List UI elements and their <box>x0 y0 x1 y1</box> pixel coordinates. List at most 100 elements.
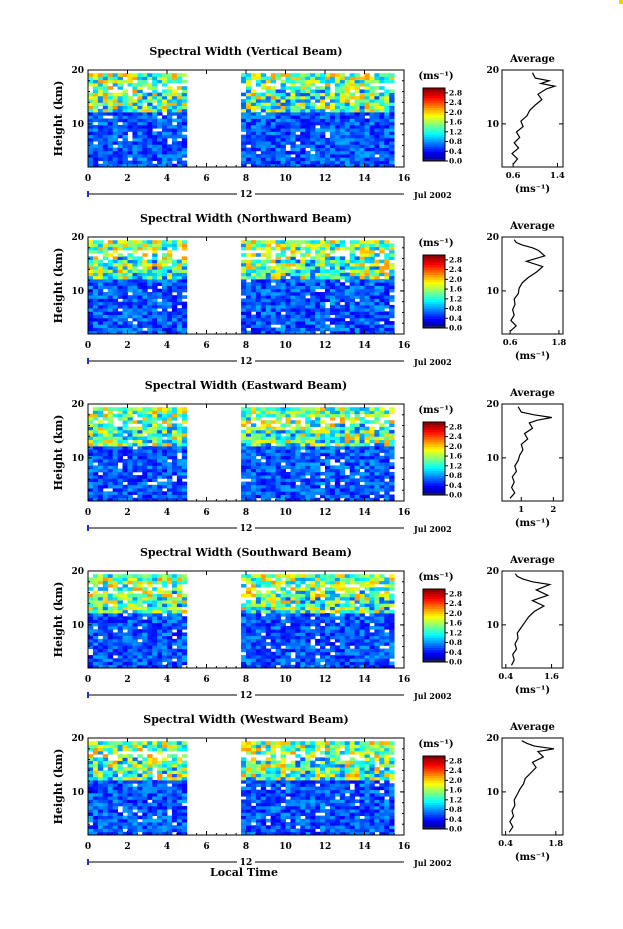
heatmap-cell <box>305 154 311 158</box>
heatmap-cell <box>364 124 370 129</box>
heatmap-cell <box>329 327 336 332</box>
heatmap-cell <box>132 279 138 283</box>
heatmap-cell <box>171 462 178 466</box>
heatmap-cell <box>359 137 365 142</box>
heatmap-cell <box>102 462 109 466</box>
heatmap-cell <box>285 433 291 437</box>
heatmap-cell <box>305 413 311 418</box>
colorbar-segment <box>423 156 445 160</box>
heatmap-cell <box>344 327 351 332</box>
heatmap-cell <box>325 240 331 244</box>
heatmap-cell <box>359 118 365 123</box>
heatmap-cell <box>344 266 351 270</box>
heatmap-cell <box>132 664 138 669</box>
heatmap-cell <box>102 314 109 319</box>
heatmap-cell <box>88 439 94 444</box>
heatmap-cell <box>285 455 291 460</box>
heatmap-cell <box>325 144 331 148</box>
heatmap-cell <box>290 131 296 136</box>
heatmap-cell <box>92 301 99 306</box>
heatmap-cell <box>364 407 370 411</box>
heatmap-cell <box>295 76 301 81</box>
heatmap-cell <box>176 658 183 662</box>
heatmap-cell <box>305 73 311 77</box>
heatmap-cell <box>181 144 188 148</box>
heatmap-cell <box>295 436 301 440</box>
heatmap-cell <box>132 580 138 585</box>
heatmap-cell <box>265 137 272 142</box>
heatmap-cell <box>329 433 336 437</box>
heatmap-cell <box>142 416 148 421</box>
heatmap-cell <box>97 638 104 643</box>
heatmap-cell <box>88 108 94 113</box>
heatmap-cell <box>280 442 286 447</box>
heatmap-cell <box>167 484 173 489</box>
heatmap-cell <box>339 433 346 437</box>
heatmap-cell <box>369 317 375 322</box>
heatmap-cell <box>260 475 267 479</box>
heatmap-cell <box>132 324 138 328</box>
heatmap-cell <box>167 112 173 116</box>
heatmap-cell <box>241 108 247 113</box>
heatmap-cell <box>152 256 158 261</box>
heatmap-cell <box>171 613 178 617</box>
heatmap-cell <box>147 128 153 132</box>
heatmap-cell <box>147 141 153 145</box>
heatmap-cell <box>181 124 188 129</box>
heatmap-cell <box>92 577 99 582</box>
heatmap-cell <box>162 577 168 582</box>
heatmap-cell <box>320 295 326 299</box>
heatmap-cell <box>260 497 267 502</box>
heatmap-cell <box>171 410 178 415</box>
heatmap-cell <box>339 410 346 415</box>
colorbar-segment <box>423 88 445 91</box>
heatmap-cell <box>359 410 365 415</box>
heatmap-cell <box>167 301 173 306</box>
heatmap-cell <box>325 141 331 145</box>
heatmap-cell <box>369 478 375 482</box>
heatmap-cell <box>92 243 99 248</box>
colorbar-segment <box>423 259 445 263</box>
heatmap-cell <box>117 79 123 84</box>
heatmap-cell <box>241 491 247 495</box>
heatmap-cell <box>359 163 365 168</box>
heatmap-cell <box>88 259 94 264</box>
heatmap-cell <box>127 632 133 637</box>
heatmap-cell <box>329 321 336 325</box>
colorbar-segment <box>423 90 445 94</box>
heatmap-cell <box>97 478 104 482</box>
heatmap-cell <box>88 137 94 142</box>
heatmap-cell <box>275 163 281 168</box>
heatmap-cell <box>137 150 143 155</box>
heatmap-cell <box>147 642 153 646</box>
heatmap-cell <box>329 308 336 312</box>
heatmap-cell <box>364 420 370 424</box>
heatmap-cell <box>152 651 158 656</box>
colorbar-tick-label: 2.8 <box>449 255 462 264</box>
heatmap-cell <box>339 112 346 116</box>
heatmap-cell <box>329 436 336 440</box>
heatmap-cell <box>359 423 365 428</box>
heatmap-cell <box>122 92 128 97</box>
heatmap-cell <box>275 160 281 165</box>
heatmap-cell <box>339 291 346 296</box>
heatmap-cell <box>102 272 109 277</box>
heatmap-cell <box>127 311 133 315</box>
heatmap-cell <box>374 99 380 103</box>
heatmap-cell <box>384 494 390 499</box>
heatmap-cell <box>107 413 114 418</box>
heatmap-cell <box>270 275 277 280</box>
heatmap-cell <box>290 484 296 489</box>
heatmap-cell <box>329 439 336 444</box>
heatmap-cell <box>270 128 277 132</box>
heatmap-cell <box>181 282 188 286</box>
heatmap-cell <box>127 118 133 123</box>
heatmap-cell <box>167 304 173 309</box>
heatmap-cell <box>379 413 385 418</box>
heatmap-cell <box>290 481 296 486</box>
heatmap-cell <box>374 275 380 280</box>
heatmap-cell <box>112 240 119 244</box>
heatmap-cell <box>241 144 247 148</box>
heatmap-cell <box>389 246 395 251</box>
heatmap-cell <box>92 458 99 463</box>
